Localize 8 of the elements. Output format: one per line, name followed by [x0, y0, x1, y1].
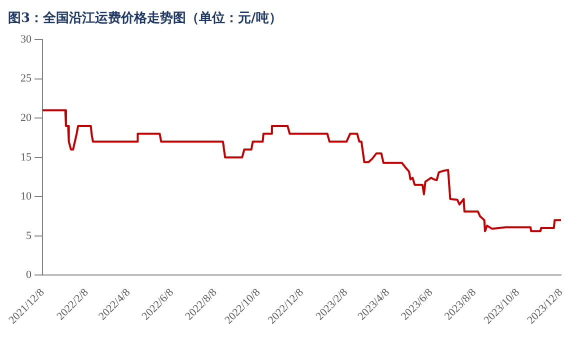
- y-tick-label: 30: [20, 33, 32, 46]
- y-tick-label: 20: [20, 112, 32, 124]
- y-tick-label: 25: [20, 72, 32, 85]
- y-tick-label: 15: [20, 151, 32, 164]
- y-tick-label: 5: [26, 230, 32, 242]
- chart-title: 图3：全国沿江运费价格走势图（单位：元/吨）: [8, 10, 283, 28]
- y-tick-label: 10: [20, 190, 32, 203]
- y-tick-label: 0: [26, 269, 32, 282]
